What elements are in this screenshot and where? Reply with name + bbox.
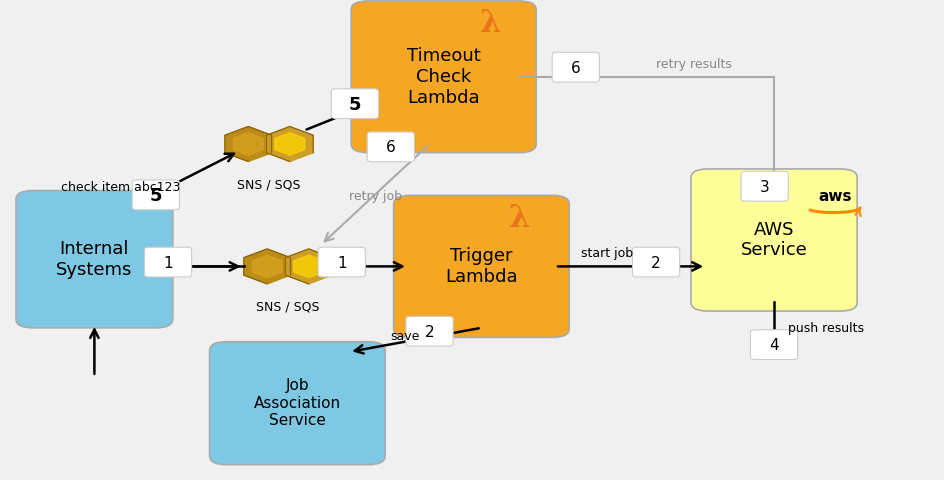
Polygon shape <box>285 249 332 284</box>
Text: 5: 5 <box>348 96 362 114</box>
Text: 1: 1 <box>163 255 173 271</box>
Polygon shape <box>244 249 291 284</box>
Polygon shape <box>252 255 282 277</box>
Text: Trigger
Lambda: Trigger Lambda <box>446 247 517 286</box>
Text: AWS
Service: AWS Service <box>741 221 807 259</box>
FancyBboxPatch shape <box>552 52 599 82</box>
FancyBboxPatch shape <box>632 247 680 277</box>
Text: retry results: retry results <box>656 58 732 72</box>
Text: λ: λ <box>480 9 501 39</box>
Text: 6: 6 <box>386 140 396 156</box>
Polygon shape <box>294 255 324 277</box>
Text: retry job: retry job <box>349 190 402 204</box>
Text: 4: 4 <box>769 338 779 353</box>
FancyBboxPatch shape <box>741 171 788 201</box>
Polygon shape <box>275 133 305 155</box>
FancyBboxPatch shape <box>406 316 453 346</box>
Text: 2: 2 <box>425 324 434 340</box>
FancyBboxPatch shape <box>691 169 857 311</box>
Text: Job
Association
Service: Job Association Service <box>254 378 341 428</box>
FancyBboxPatch shape <box>318 247 365 277</box>
Polygon shape <box>233 133 263 155</box>
FancyBboxPatch shape <box>331 89 379 119</box>
Text: save: save <box>391 329 420 343</box>
FancyBboxPatch shape <box>351 1 536 153</box>
FancyBboxPatch shape <box>144 247 192 277</box>
Text: 1: 1 <box>337 255 346 271</box>
Text: 2: 2 <box>651 255 661 271</box>
Text: Internal
Systems: Internal Systems <box>57 240 132 278</box>
FancyBboxPatch shape <box>750 330 798 360</box>
Text: Timeout
Check
Lambda: Timeout Check Lambda <box>407 47 480 107</box>
Text: SNS / SQS: SNS / SQS <box>237 179 301 192</box>
Polygon shape <box>266 127 313 161</box>
FancyBboxPatch shape <box>132 180 179 210</box>
FancyBboxPatch shape <box>16 191 173 328</box>
Text: push results: push results <box>788 322 865 336</box>
Text: SNS / SQS: SNS / SQS <box>256 301 320 314</box>
Text: check item abc123: check item abc123 <box>61 180 180 194</box>
Text: start job: start job <box>581 247 632 260</box>
FancyBboxPatch shape <box>210 342 385 465</box>
Text: 5: 5 <box>149 187 162 205</box>
Text: 6: 6 <box>571 60 581 76</box>
FancyBboxPatch shape <box>367 132 414 162</box>
Text: λ: λ <box>509 203 530 234</box>
Polygon shape <box>225 127 272 161</box>
FancyBboxPatch shape <box>394 195 569 337</box>
Text: aws: aws <box>818 189 852 204</box>
Text: 3: 3 <box>760 180 769 195</box>
